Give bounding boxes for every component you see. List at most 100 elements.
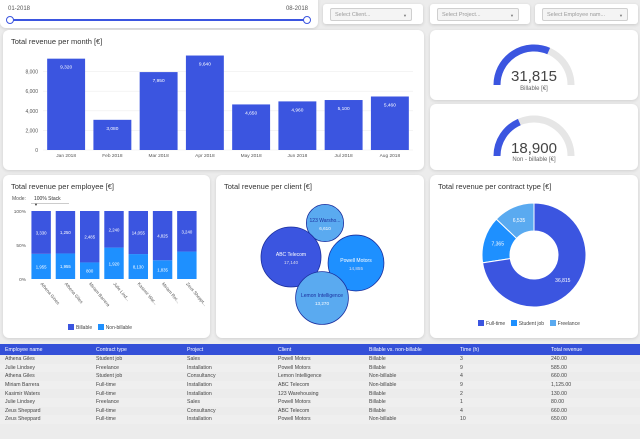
client-dropdown[interactable]: Select Client... ▼ <box>323 4 423 24</box>
client-bubble <box>260 226 322 288</box>
x-tick-label: Athena Giles <box>64 281 85 305</box>
contract-legend: Full-time Student job Freelance <box>478 320 580 327</box>
table-cell: Installation <box>182 415 273 424</box>
bar-value-label: 5,460 <box>384 102 396 108</box>
gauge-fill <box>493 118 521 157</box>
table-row[interactable]: Kasimir Waters Full-time Installation 123 W… <box>0 389 640 398</box>
table-cell: ABC Telecom <box>278 407 310 414</box>
col-contract-type[interactable]: Contract type <box>91 344 182 355</box>
table-cell: Full-time <box>91 415 182 424</box>
table-cell: Consultancy <box>187 373 216 380</box>
employee-revenue-card: Total revenue per employee [€] 0% 50% 100%… <box>3 175 210 338</box>
bar-billable <box>152 211 173 261</box>
col-client[interactable]: Client <box>273 344 364 355</box>
x-tick-label: Apr 2018 <box>195 153 215 159</box>
legend-swatch <box>97 324 104 330</box>
date-slider-end-handle[interactable] <box>303 16 311 24</box>
col-total-revenue[interactable]: Total revenue <box>546 344 640 355</box>
y-tick-label: 100% <box>14 209 27 215</box>
bubble-value: 17,140 <box>284 260 298 265</box>
y-tick-label: 0 <box>35 148 38 154</box>
table-row[interactable]: Miriam Barrera Full-time Installation ABC T… <box>0 380 640 390</box>
client-bubble <box>305 203 345 243</box>
project-placeholder: Select Project... <box>442 12 481 18</box>
x-tick-label: Mar 2018 <box>148 153 169 159</box>
bar-value-label: 8,130 <box>133 265 144 270</box>
x-tick-label: Feb 2018 <box>102 153 123 159</box>
bar-value-label: 5,100 <box>338 106 350 112</box>
x-tick-label: Miriam Barrera <box>88 281 111 307</box>
mode-select[interactable]: 100% Stack ▼ <box>31 194 69 207</box>
bar <box>278 101 317 150</box>
non-billable-value: 18,900 <box>511 140 557 157</box>
table-cell: Julie Lindsey <box>0 397 91 407</box>
chevron-down-icon: ▼ <box>34 202 38 207</box>
table-row[interactable]: Julie Lindsey Freelance Sales Powell Motors… <box>0 397 640 407</box>
col-billable[interactable]: Billable vs. non-billable <box>364 344 455 355</box>
table-cell: Powell Motors <box>273 415 364 424</box>
client-revenue-title: Total revenue per client [€] <box>224 182 312 191</box>
table-row[interactable]: Athena Giles Student job Consultancy Lemon … <box>0 372 640 381</box>
mode-value: 100% Stack <box>34 196 61 202</box>
col-project[interactable]: Project <box>182 344 273 355</box>
table-cell: Installation <box>182 380 273 390</box>
x-tick-label: Jul 2018 <box>335 153 353 159</box>
employee-revenue-chart: 0% 50% 100% 3,330 1,955 Athena Gines 1,250 1,95… <box>14 209 208 308</box>
bar <box>232 104 271 150</box>
table-cell: Zeus Sheppard <box>0 415 91 424</box>
table-cell: Non-billable <box>369 373 397 380</box>
legend-item-billable[interactable]: Billable <box>68 324 93 331</box>
col-time[interactable]: Time (h) <box>455 344 546 355</box>
employee-legend: Billable Non-billable <box>68 324 132 331</box>
legend-label: Billable <box>76 325 93 331</box>
project-select[interactable]: Select Project... ▼ <box>437 8 519 21</box>
bar <box>370 96 409 150</box>
legend-item-non-billable[interactable]: Non-billable <box>97 324 132 331</box>
legend-swatch <box>510 320 517 326</box>
employee-select[interactable]: Select Employee nam... ▼ <box>542 8 628 21</box>
table-cell: Consultancy <box>187 407 216 414</box>
x-tick-label: Kasimir Wat... <box>137 281 159 306</box>
bar-value-label: 4,960 <box>291 107 303 113</box>
y-tick-label: 4,000 <box>25 109 38 115</box>
col-employee-name[interactable]: Employee name <box>0 344 91 355</box>
y-tick-label: 6,000 <box>25 89 38 95</box>
bar <box>185 55 224 150</box>
table-cell: 660.00 <box>551 407 567 414</box>
monthly-revenue-title: Total revenue per month [€] <box>11 37 103 46</box>
client-select[interactable]: Select Client... ▼ <box>330 8 412 21</box>
x-tick-label: Zeus Sheppt... <box>185 281 208 307</box>
date-slider-start-handle[interactable] <box>6 16 14 24</box>
table-row[interactable]: Zeus Sheppard Full-time Installation Powell… <box>0 415 640 424</box>
table-cell: Student job <box>96 356 123 363</box>
legend-item-student-job[interactable]: Student job <box>510 320 544 327</box>
table-cell: 130.00 <box>551 390 567 397</box>
table-cell: Billable <box>364 397 455 407</box>
bubble-label: Lemon Intelligence <box>301 293 343 299</box>
table-cell: 585.00 <box>546 363 640 373</box>
legend-item-full-time[interactable]: Full-time <box>478 320 506 327</box>
slice-value-label: 7,365 <box>491 242 504 248</box>
table-cell: Freelance <box>91 397 182 407</box>
bar-billable <box>55 211 76 254</box>
client-revenue-card: Total revenue per client [€] 123 Warsho.… <box>216 175 424 338</box>
table-cell: 123 Warehousing <box>278 390 319 397</box>
table-row[interactable]: Zeus Sheppard Full-time Consultancy ABC Tel… <box>0 407 640 416</box>
table-cell: Freelance <box>91 363 182 373</box>
table-cell: Student job <box>96 373 123 380</box>
table-cell: 10 <box>455 415 546 424</box>
bar-value-label: 1,250 <box>60 230 71 235</box>
table-row[interactable]: Julie Lindsey Freelance Installation Powell… <box>0 363 640 373</box>
table-body: Athena Giles Student job Sales Powell Motor… <box>0 355 640 424</box>
table-cell: Full-time <box>96 407 116 414</box>
non-billable-gauge-card: 18,900 Non - billable [€] <box>430 104 638 170</box>
bar <box>93 119 132 150</box>
table-cell: 4 <box>460 373 463 380</box>
employee-dropdown[interactable]: Select Employee nam... ▼ <box>535 4 638 24</box>
legend-item-freelance[interactable]: Freelance <box>549 320 580 327</box>
project-dropdown[interactable]: Select Project... ▼ <box>430 4 530 24</box>
table-cell: 660.00 <box>551 373 567 380</box>
legend-label: Full-time <box>486 321 506 327</box>
date-slider-track[interactable] <box>10 19 308 21</box>
table-row[interactable]: Athena Giles Student job Sales Powell Motor… <box>0 355 640 364</box>
